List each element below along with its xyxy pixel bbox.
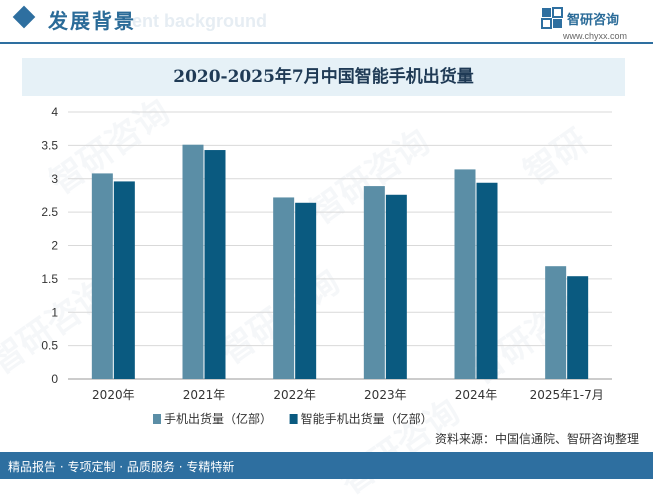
x-tick-label: 2025年1-7月 <box>530 388 604 402</box>
y-tick-label: 0.5 <box>41 339 58 353</box>
chart-title: 2020-2025年7月中国智能手机出货量 <box>173 67 474 87</box>
y-tick-label: 3 <box>51 172 58 186</box>
source-note: 资料来源：中国信通院、智研咨询整理 <box>434 432 639 446</box>
legend-label: 智能手机出货量（亿部） <box>301 411 433 426</box>
legend-swatch <box>153 414 161 424</box>
y-tick-label: 3.5 <box>41 138 58 152</box>
bar-phone <box>454 169 476 379</box>
bar-smartphone <box>476 182 498 379</box>
y-tick-label: 1.5 <box>41 272 58 286</box>
brand: 智研咨询 www.chyxx.com <box>541 7 641 41</box>
diamond-icon <box>12 5 36 29</box>
page-footer: 精品报告 · 专项定制 · 品质服务 · 专精特新 <box>0 452 653 479</box>
x-tick-label: 2023年 <box>364 388 407 402</box>
y-tick-label: 4 <box>51 105 58 119</box>
header-divider <box>0 42 653 44</box>
y-tick-label: 2.5 <box>41 205 58 219</box>
y-tick-label: 1 <box>51 305 58 319</box>
brand-url: www.chyxx.com <box>563 31 628 41</box>
bar-phone <box>363 186 385 379</box>
bar-phone <box>182 144 204 379</box>
header-subtitle: ment background <box>116 11 268 31</box>
y-tick-label: 0 <box>51 372 58 386</box>
bar-chart: 0 0.5 1 1.5 2 2.5 3 3.5 4 2020年 2021年 2022年 2023年 202… <box>41 105 612 426</box>
page-header: ment background 发展背景 智研咨询 www.chyxx.com <box>0 0 653 44</box>
y-tick-label: 2 <box>51 239 58 253</box>
bar-phone <box>91 173 113 379</box>
x-tick-label: 2021年 <box>183 388 226 402</box>
bar-phone <box>273 197 295 379</box>
footer-tagline: 精品报告 · 专项定制 · 品质服务 · 专精特新 <box>8 460 235 474</box>
bar-smartphone <box>113 181 135 379</box>
bar-smartphone <box>295 202 317 379</box>
brand-logo-icon <box>541 7 563 29</box>
brand-name: 智研咨询 <box>567 13 620 28</box>
chart-title-band: 2020-2025年7月中国智能手机出货量 <box>22 58 625 96</box>
header-title: 发展背景 <box>48 9 136 33</box>
legend-label: 手机出货量（亿部） <box>164 411 272 426</box>
x-tick-label: 2024年 <box>455 388 498 402</box>
bar-phone <box>545 266 567 379</box>
bar-smartphone <box>204 150 226 379</box>
legend-swatch <box>289 414 298 424</box>
x-tick-label: 2020年 <box>92 388 135 402</box>
bar-smartphone <box>567 276 589 379</box>
x-tick-label: 2022年 <box>273 388 316 402</box>
bar-smartphone <box>385 194 407 379</box>
